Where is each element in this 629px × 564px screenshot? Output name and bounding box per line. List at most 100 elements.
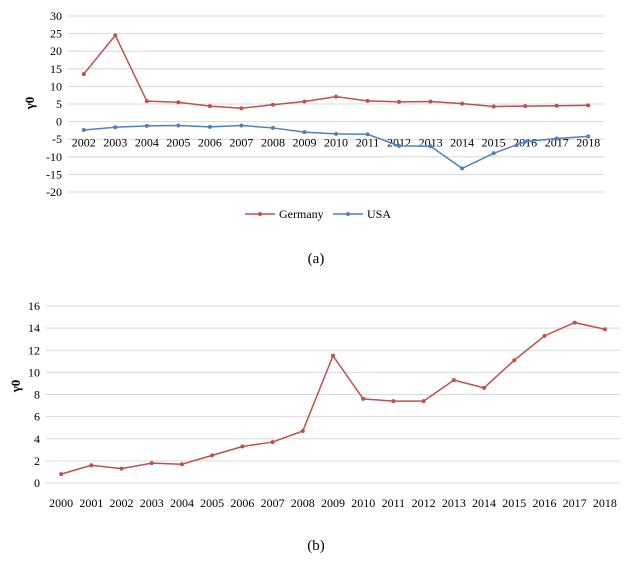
x-tick-label: 2006 [230,496,254,510]
x-tick-label: 2018 [576,136,600,150]
data-point-usa[interactable] [428,144,433,149]
data-point[interactable] [59,472,64,477]
data-point[interactable] [300,429,305,434]
data-point[interactable] [421,399,426,404]
x-tick-label: 2007 [229,136,253,150]
y-tick-label: 6 [34,410,40,424]
data-point[interactable] [391,399,396,404]
data-point-usa[interactable] [81,128,86,133]
data-point-germany[interactable] [365,98,370,103]
y-tick-label: 0 [56,115,62,129]
data-point-usa[interactable] [491,151,496,156]
data-point[interactable] [451,378,456,383]
legend-item-germany[interactable]: Germany [245,207,324,221]
data-point[interactable] [119,466,124,471]
data-point-germany[interactable] [81,72,86,77]
caption-a: (a) [308,251,325,267]
data-point-germany[interactable] [176,100,181,105]
x-tick-label: 2009 [321,496,345,510]
data-point[interactable] [210,453,215,458]
legend-label-usa: USA [367,207,391,221]
legend-marker-germany [258,212,262,216]
y-tick-label: -15 [46,167,62,181]
x-tick-label: 2015 [502,496,526,510]
x-tick-label: 2002 [110,496,134,510]
legend-item-usa[interactable]: USA [333,207,391,221]
x-tick-label: 2011 [356,136,380,150]
data-point[interactable] [572,320,577,325]
y-tick-label: 8 [34,388,40,402]
y-tick-label: -20 [46,185,62,199]
data-point-usa[interactable] [144,123,149,128]
data-point-germany[interactable] [491,104,496,109]
chart-b-y-axis-label: γ0 [8,380,23,394]
data-point-usa[interactable] [460,166,465,171]
x-tick-label: 2009 [292,136,316,150]
chart-a-series [81,33,591,171]
y-tick-label: 4 [34,432,40,446]
x-tick-label: 2007 [261,496,285,510]
data-point-usa[interactable] [239,123,244,128]
x-tick-label: 2000 [49,496,73,510]
data-point-usa[interactable] [586,134,591,139]
data-point-usa[interactable] [270,125,275,130]
y-tick-label: 0 [34,476,40,490]
data-point-germany[interactable] [113,33,118,38]
chart-b-x-axis: 2000 2001 2002 2003 2004 2005 2006 2007 2008 2009… [49,496,617,510]
data-point-usa[interactable] [554,136,559,141]
data-point-germany[interactable] [302,99,307,104]
chart-b-y-axis: 16 14 12 10 8 6 4 2 0 [28,299,40,490]
x-tick-label: 2016 [532,496,556,510]
data-point-usa[interactable] [365,132,370,137]
data-point-germany[interactable] [334,94,338,99]
data-point[interactable] [602,327,607,332]
data-point-germany[interactable] [239,106,244,111]
data-point-germany[interactable] [586,103,591,108]
data-point[interactable] [270,440,275,445]
data-point[interactable] [179,462,184,467]
data-point-usa[interactable] [334,131,338,136]
caption-b: (b) [307,538,325,554]
data-point[interactable] [331,353,335,358]
y-tick-label: 10 [28,365,40,379]
data-point-usa[interactable] [397,143,402,148]
data-point-usa[interactable] [113,125,118,130]
data-point[interactable] [542,333,547,338]
data-point-germany[interactable] [428,99,433,104]
data-point-germany[interactable] [144,99,149,104]
data-point[interactable] [149,461,154,466]
data-point-germany[interactable] [523,104,528,109]
data-point-usa[interactable] [523,139,528,144]
x-tick-label: 2008 [261,136,285,150]
data-point[interactable] [240,444,245,449]
data-point-germany[interactable] [554,103,559,108]
data-point[interactable] [89,463,94,468]
data-point-usa[interactable] [207,124,212,129]
data-point[interactable] [512,358,517,363]
data-point[interactable] [482,385,487,390]
data-point-usa[interactable] [302,130,307,135]
data-point-usa[interactable] [176,123,181,128]
data-point-germany[interactable] [397,99,402,104]
x-tick-label: 2001 [79,496,103,510]
chart-a-y-axis-label: γ0 [22,97,37,111]
data-point-germany[interactable] [207,104,212,109]
data-point-germany[interactable] [460,101,465,106]
x-tick-label: 2003 [140,496,164,510]
chart-a-x-axis: 2002 2003 2004 2005 2006 2007 2008 2009 2010 2011… [72,136,600,150]
y-tick-label: 15 [50,62,62,76]
x-tick-label: 2005 [200,496,224,510]
x-tick-label: 2013 [442,496,466,510]
x-tick-label: 2003 [103,136,127,150]
y-tick-label: 5 [56,97,62,111]
x-tick-label: 2008 [291,496,315,510]
chart-a-gridlines [68,15,604,193]
legend-marker-usa [346,212,350,216]
y-tick-label: 20 [50,44,62,58]
y-tick-label: 2 [34,454,40,468]
data-point[interactable] [361,396,366,401]
y-tick-label: 12 [28,343,40,357]
data-point-germany[interactable] [270,102,275,107]
